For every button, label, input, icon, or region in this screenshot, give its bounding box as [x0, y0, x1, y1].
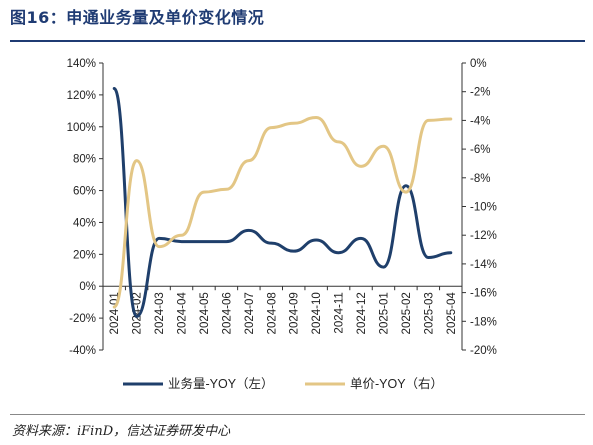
- right-y-tick-label: -2%: [470, 87, 490, 99]
- x-tick-label: 2024-11: [334, 292, 346, 333]
- left-y-tick-label: 20%: [73, 249, 96, 261]
- left-y-tick-label: 60%: [73, 186, 96, 198]
- right-y-tick-label: -6%: [470, 144, 490, 156]
- x-tick-label: 2025-03: [423, 292, 435, 334]
- right-y-tick-label: -8%: [470, 173, 490, 185]
- source-note: 资料来源：iFinD，信达证券研发中心: [12, 424, 231, 439]
- x-tick-label: 2024-09: [289, 292, 301, 334]
- chart-lines: [112, 87, 453, 319]
- chart-axes: -40% -20% 0% 20% 40% 60% 80% 100% 120% 140% -20% -1…: [67, 58, 497, 357]
- x-tick-label: 2024-12: [356, 292, 368, 334]
- x-tick-label: 2024-07: [244, 292, 256, 334]
- title-divider: [10, 40, 585, 42]
- x-tick-label: 2024-08: [266, 292, 278, 334]
- x-tick-label: 2024-02: [132, 292, 144, 334]
- legend-label-1: 业务量-YOY（左）: [168, 376, 274, 391]
- x-tick-label: 2024-06: [221, 292, 233, 334]
- series-line-1: [112, 87, 453, 319]
- x-tick-label: 2024-04: [177, 292, 189, 335]
- chart-legend: 业务量-YOY（左） 单价-YOY（右）: [123, 376, 443, 391]
- right-y-tick-label: -16%: [470, 288, 497, 300]
- x-tick-label: 2025-04: [446, 292, 458, 335]
- left-y-tick-label: 100%: [67, 122, 96, 134]
- legend-label-2: 单价-YOY（右）: [350, 376, 443, 391]
- x-tick-label: 2025-01: [378, 292, 390, 334]
- x-tick-label: 2025-02: [401, 292, 413, 334]
- figure-title: 图16：申通业务量及单价变化情况: [10, 8, 265, 27]
- right-y-tick-label: 0%: [470, 58, 487, 70]
- left-y-tick-label: 40%: [73, 217, 96, 229]
- left-y-tick-label: 0%: [79, 281, 96, 293]
- x-tick-label: 2024-10: [311, 292, 323, 334]
- left-y-tick-label: 140%: [67, 58, 96, 70]
- right-y-tick-label: -10%: [470, 202, 497, 214]
- right-y-tick-label: -4%: [470, 115, 490, 127]
- left-y-tick-label: -20%: [69, 313, 96, 325]
- right-y-tick-label: -18%: [470, 316, 497, 328]
- left-y-tick-label: 120%: [67, 90, 96, 102]
- left-y-tick-label: -40%: [69, 345, 96, 357]
- right-y-tick-label: -14%: [470, 259, 497, 271]
- left-y-tick-label: 80%: [73, 154, 96, 166]
- x-tick-label: 2024-05: [199, 292, 211, 334]
- series-line-2: [112, 116, 453, 309]
- x-tick-label: 2024-03: [154, 292, 166, 334]
- right-y-tick-label: -20%: [470, 345, 497, 357]
- right-y-tick-label: -12%: [470, 230, 497, 242]
- footer-divider: [10, 414, 585, 415]
